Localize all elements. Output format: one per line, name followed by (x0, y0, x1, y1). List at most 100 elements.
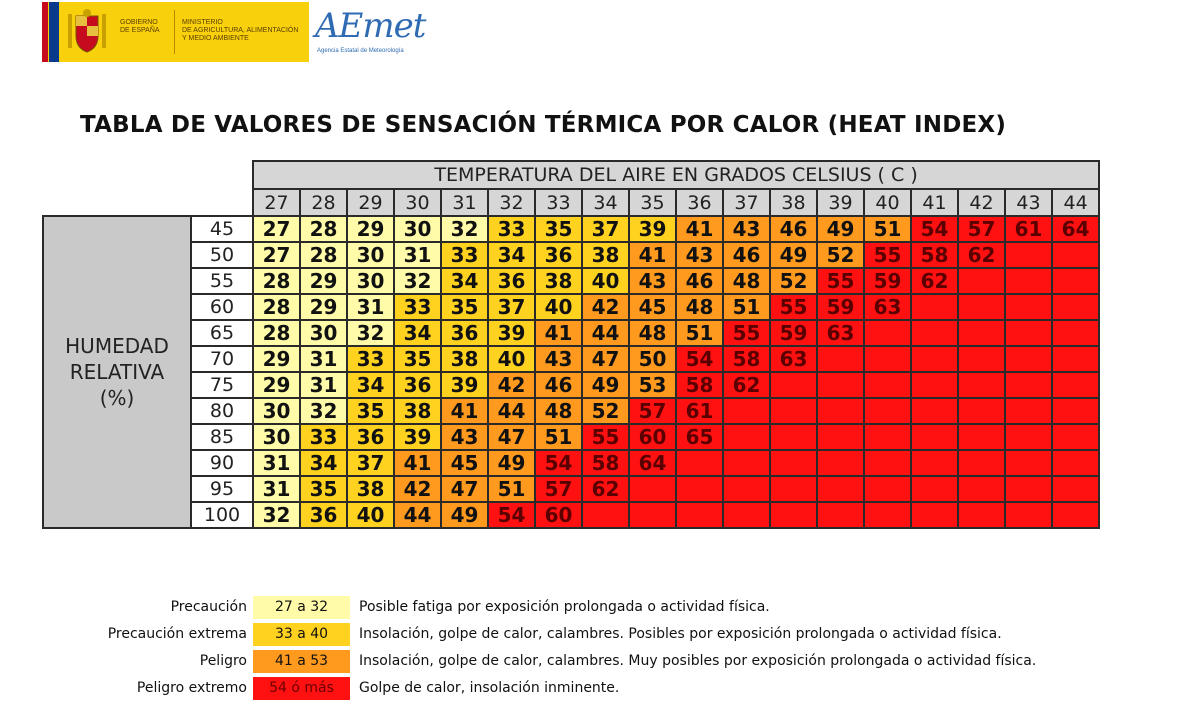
heat-index-cell (1050, 475, 1101, 503)
eu-stars-strip (49, 2, 59, 62)
heat-index-cell (863, 475, 912, 503)
heat-index-cell: 46 (722, 241, 771, 269)
heat-index-cell: 41 (440, 397, 489, 425)
heat-index-cell (628, 501, 677, 529)
heat-index-cell: 54 (487, 501, 536, 529)
heat-index-cell: 31 (252, 475, 301, 503)
heat-index-cell: 54 (910, 215, 959, 243)
table-row: 85 30 33 36 39 43 47 51 55 60 65 (43, 423, 1101, 451)
gobierno-logo: GOBIERNO DE ESPAÑA MINISTERIO DE AGRICUL… (42, 2, 309, 62)
heat-index-cell (1004, 423, 1053, 451)
heat-index-cell (1004, 501, 1053, 529)
temperature-header: 41 (910, 188, 959, 217)
heat-index-cell: 32 (440, 215, 489, 243)
heat-index-cell: 34 (487, 241, 536, 269)
heat-index-cell (816, 371, 865, 399)
temperature-header: 34 (581, 188, 630, 217)
temperature-header: 36 (675, 188, 724, 217)
heat-index-cell: 55 (722, 319, 771, 347)
humidity-header: 85 (190, 423, 254, 451)
legend-description: Posible fatiga por exposición prolongada… (359, 599, 770, 615)
heat-index-cell (957, 475, 1006, 503)
heat-index-cell: 49 (487, 449, 536, 477)
heat-index-cell (1050, 319, 1101, 347)
heat-index-cell: 60 (628, 423, 677, 451)
heat-index-cell: 35 (440, 293, 489, 321)
table-row: HUMEDAD RELATIVA (%) 45 27 28 29 30 32 33 35 37 39… (42, 215, 1101, 529)
heat-index-cell: 49 (581, 371, 630, 399)
heat-index-cell (1050, 371, 1101, 399)
heat-index-cell (1050, 293, 1101, 321)
heat-index-cell: 30 (393, 215, 442, 243)
heat-index-cell: 37 (581, 215, 630, 243)
heat-index-cell: 59 (863, 267, 912, 295)
heat-index-cell: 34 (299, 449, 348, 477)
heat-index-cell: 51 (487, 475, 536, 503)
heat-index-cell (1050, 345, 1101, 373)
heat-index-cell (957, 423, 1006, 451)
heat-index-cell: 48 (628, 319, 677, 347)
heat-index-cell (1050, 267, 1101, 295)
heat-index-cell (1004, 397, 1053, 425)
heat-index-cell: 30 (346, 241, 395, 269)
table-row: 95 31 35 38 42 47 51 57 62 (43, 475, 1101, 503)
heat-index-cell: 63 (863, 293, 912, 321)
heat-index-cell: 36 (534, 241, 583, 269)
heat-index-cell (957, 449, 1006, 477)
table-corner (43, 161, 253, 189)
heat-index-cell: 47 (487, 423, 536, 451)
heat-index-cell (957, 267, 1006, 295)
heat-index-cell: 51 (722, 293, 771, 321)
heat-index-cell (816, 501, 865, 529)
heat-index-cell (816, 423, 865, 451)
heat-index-cell (910, 345, 959, 373)
heat-index-cell: 61 (675, 397, 724, 425)
heat-index-cell: 43 (675, 241, 724, 269)
legend-description: Golpe de calor, insolación inminente. (359, 680, 620, 696)
heat-index-cell: 28 (252, 293, 301, 321)
heat-index-cell: 43 (628, 267, 677, 295)
heat-index-cell: 41 (534, 319, 583, 347)
heat-index-cell (910, 397, 959, 425)
heat-index-cell: 27 (252, 215, 301, 243)
heat-index-cell: 49 (816, 215, 865, 243)
heat-index-cell: 65 (675, 423, 724, 451)
heat-index-cell (1050, 397, 1101, 425)
heat-index-cell: 36 (346, 423, 395, 451)
heat-index-cell (1050, 423, 1101, 451)
heat-index-cell: 34 (440, 267, 489, 295)
table-row: 80 30 32 35 38 41 44 48 52 57 61 (43, 397, 1101, 425)
heat-index-cell: 52 (816, 241, 865, 269)
heat-index-cell: 30 (299, 319, 348, 347)
heat-index-cell: 57 (957, 215, 1006, 243)
heat-index-cell: 33 (393, 293, 442, 321)
heat-index-cell: 62 (722, 371, 771, 399)
heat-index-cell (769, 475, 818, 503)
heat-index-cell: 38 (581, 241, 630, 269)
heat-index-cell (910, 371, 959, 399)
legend-label: Precaución extrema (107, 626, 247, 642)
heat-index-cell (910, 449, 959, 477)
heat-index-cell: 31 (299, 345, 348, 373)
heat-index-cell: 58 (910, 241, 959, 269)
heat-index-cell: 53 (628, 371, 677, 399)
flag-strip (42, 2, 48, 62)
heat-index-cell: 37 (346, 449, 395, 477)
heat-index-cell (1004, 371, 1053, 399)
heat-index-cell (769, 449, 818, 477)
heat-index-cell: 62 (957, 241, 1006, 269)
temperature-header: 37 (722, 188, 771, 217)
heat-index-cell: 28 (299, 241, 348, 269)
heat-index-cell: 45 (628, 293, 677, 321)
heat-index-cell: 36 (393, 371, 442, 399)
heat-index-cell (769, 501, 818, 529)
temperature-title: TEMPERATURA DEL AIRE EN GRADOS CELSIUS (… (251, 160, 1101, 190)
coat-of-arms-icon (68, 9, 106, 53)
heat-index-cell: 59 (816, 293, 865, 321)
heat-index-cell: 32 (346, 319, 395, 347)
heat-index-cell: 52 (769, 267, 818, 295)
heat-index-cell: 46 (675, 267, 724, 295)
heat-index-cell: 36 (440, 319, 489, 347)
heat-index-cell: 32 (393, 267, 442, 295)
temperature-header: 42 (957, 188, 1006, 217)
